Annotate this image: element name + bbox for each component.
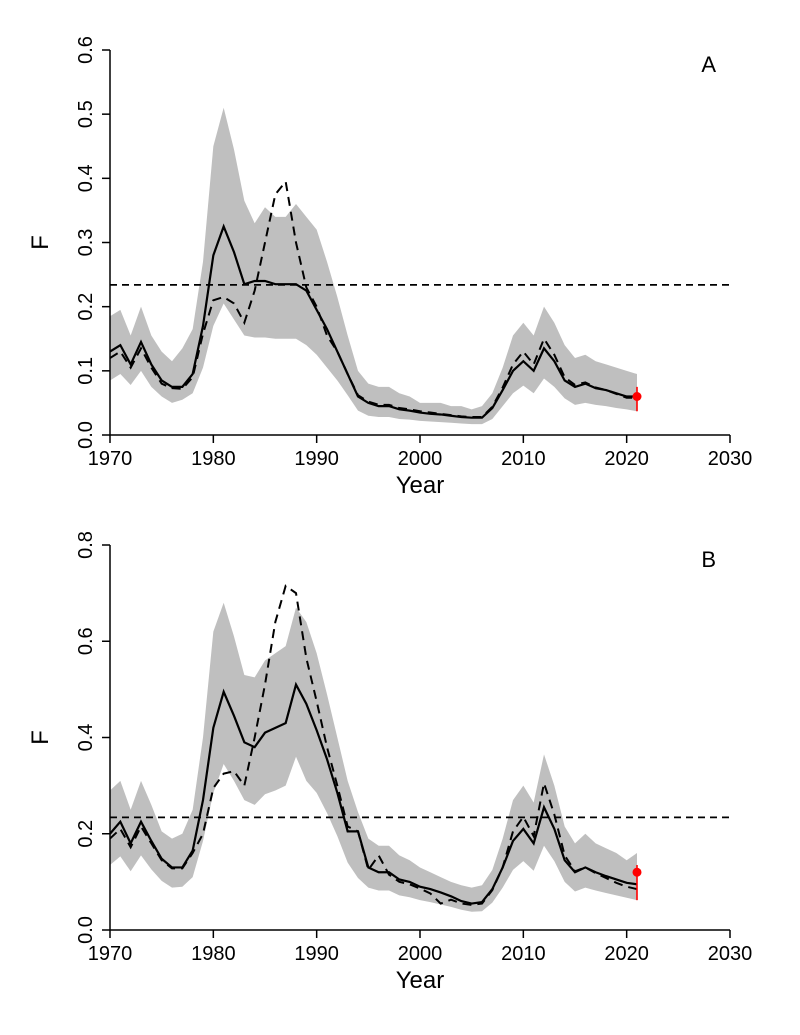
svg-text:0.6: 0.6 [75,627,97,655]
svg-text:2010: 2010 [501,943,546,965]
panel-b: 19701980199020002010202020300.00.20.40.6… [105,540,735,935]
svg-text:0.4: 0.4 [75,164,97,192]
svg-text:0.3: 0.3 [75,229,97,257]
svg-text:1970: 1970 [88,943,133,965]
figure-container: 1970 1980 1990 2000 2010 2020 2030 0.0 0.1 0.2 0.3… [0,0,800,1000]
y-axis-label: F [27,235,54,250]
svg-text:0.4: 0.4 [75,724,97,752]
panel-a: 19701980199020002010202020300.00.10.20.3… [105,45,735,440]
svg-text:0.6: 0.6 [75,36,97,64]
svg-text:0.2: 0.2 [75,293,97,321]
panel-label: B [701,547,716,572]
svg-text:0.8: 0.8 [75,531,97,559]
svg-text:2000: 2000 [398,943,443,965]
svg-text:2020: 2020 [604,943,649,965]
panel-label: A [701,52,716,77]
svg-text:0.5: 0.5 [75,100,97,128]
svg-text:0.1: 0.1 [75,357,97,385]
x-axis-label: Year [396,967,445,994]
y-axis-label: F [27,730,54,745]
svg-text:2030: 2030 [708,943,753,965]
svg-text:0.2: 0.2 [75,820,97,848]
svg-text:1990: 1990 [294,943,339,965]
svg-text:1980: 1980 [191,943,236,965]
svg-text:0.0: 0.0 [75,916,97,944]
